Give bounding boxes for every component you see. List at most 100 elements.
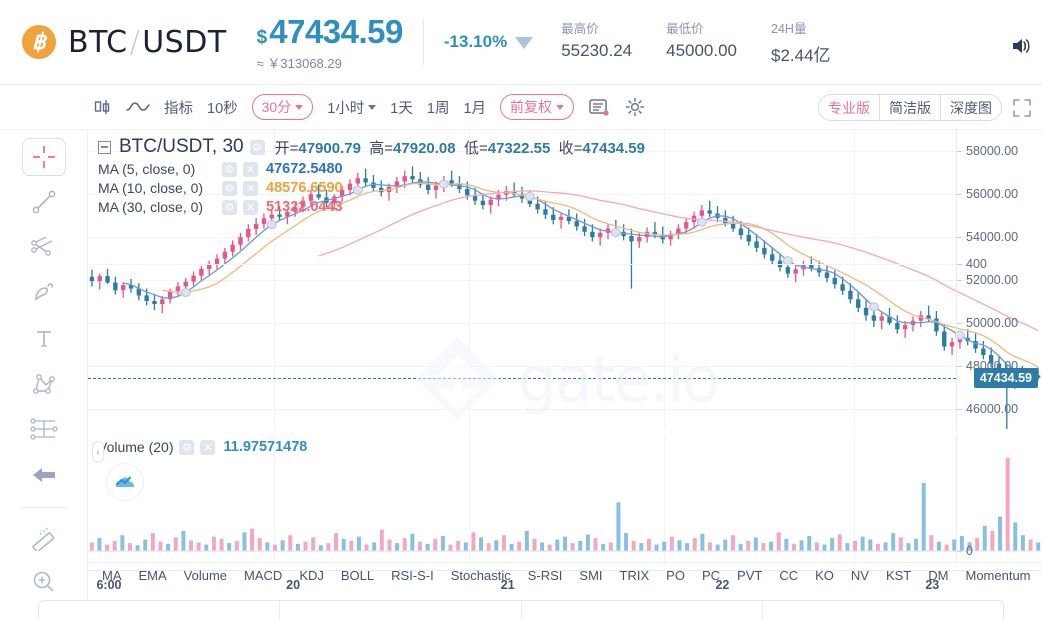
gear-icon[interactable]: ⚙ [222,161,237,177]
triangle-down-icon [515,37,534,49]
time-tick: 20 [286,578,301,592]
indicator-kdj[interactable]: KDJ [299,568,324,583]
speaker-icon[interactable] [1010,36,1032,56]
price-pane[interactable]: 58000.00 56000.00 54000.00 52000.00 50000.00… [88,130,1042,430]
gear-icon[interactable]: ⚙ [179,439,195,455]
gear-icon[interactable] [624,96,646,118]
ma-label: MA (5, close, 0) [98,161,196,177]
bottom-panel-cell [522,601,763,620]
indicator-dm[interactable]: DM [928,568,949,583]
zoom-in-tool[interactable] [22,564,66,601]
timeframe-1mo[interactable]: 1月 [463,100,487,117]
indicator-stochastic[interactable]: Stochastic [450,568,511,583]
indicator-pvt[interactable]: PVT [737,568,763,583]
close-icon[interactable]: ✕ [243,161,258,177]
indicator-ma[interactable]: MA [102,568,122,583]
gear-icon[interactable]: ⚙ [222,180,237,196]
chart-canvas-wrap[interactable]: gate.io 58000.00 56000.00 54000.00 52000.00… [88,130,1042,609]
stat-volume-24h: 24H量 $2.44亿 [771,18,831,66]
indicator-macd[interactable]: MACD [244,568,283,583]
arrow-tool[interactable] [22,456,66,493]
close-icon[interactable]: ✕ [200,439,216,455]
pattern-tool[interactable] [22,365,66,402]
stat-low: 最低价 45000.00 [666,18,737,66]
gear-icon[interactable]: ⚙ [222,199,237,215]
trend-line-tool[interactable] [22,184,66,221]
drawing-toolbar [0,130,88,609]
indicator-smi[interactable]: SMI [579,568,603,583]
pair-separator: / [129,24,141,60]
chevron-down-icon [556,104,565,110]
time-axis[interactable]: 6:00 20 21 22 23 [88,570,1042,598]
indicator-trix[interactable]: TRIX [619,568,650,583]
adjustment-dropdown[interactable]: 前复权 [500,94,575,120]
chart-toolbar: 指标 10秒 30分 1小时 1天 1周 1月 前复权 [0,85,1042,130]
price-tick: 50000.00 [956,315,1019,330]
current-price-line [88,377,956,379]
indicator-volume[interactable]: Volume [183,568,228,583]
collapse-icon[interactable] [98,140,111,154]
ticker-header: ฿ BTC/USDT $ 47434.59 ≈ ￥313068.29 -13.1… [0,0,1042,85]
indicator-boll[interactable]: BOLL [340,568,375,583]
collapse-icon[interactable]: ‹ [92,441,104,463]
view-switcher: 专业版 简洁版 深度图 [818,94,1002,121]
close-icon[interactable]: ✕ [243,199,258,215]
price-tick: 56000.00 [956,187,1019,202]
price-axis[interactable]: 58000.00 56000.00 54000.00 52000.00 50000.00… [956,130,1042,430]
indicator-momentum[interactable]: Momentum [965,568,1031,583]
toolbar-divider [19,507,68,509]
stat-value: $2.44亿 [771,46,831,65]
volume-pane[interactable]: 400 0 ‹ Volume (20) ⚙ ✕ 11.97571478 [88,257,1042,565]
view-simple[interactable]: 简洁版 [880,95,941,120]
ruler-tool[interactable] [22,518,66,555]
timeframe-1h[interactable]: 1小时 [327,97,377,118]
grid-line [88,322,956,324]
fullscreen-icon[interactable] [1012,98,1032,118]
indicator-strip: MA EMA Volume MACD KDJ BOLL RSI-S-I Stochastic S… [88,562,1042,588]
indicator-ema[interactable]: EMA [138,568,167,583]
indicator-po[interactable]: PO [666,568,685,583]
brush-tool[interactable] [22,274,66,311]
indicator-rsi-s-i[interactable]: RSI-S-I [391,568,434,583]
current-price-badge: 47434.59 [973,367,1038,388]
volume-value: 11.97571478 [223,439,308,455]
text-tool[interactable] [22,320,66,357]
fibonacci-tool[interactable] [22,229,66,266]
timeframe-30m[interactable]: 30分 [251,94,314,120]
timeframe-1w[interactable]: 1周 [426,100,450,117]
indicator-ko[interactable]: KO [815,568,834,583]
candlestick-icon[interactable] [92,97,112,117]
stat-value: 45000.00 [666,41,738,60]
legend-symbol: BTC/USDT, 30 [119,136,244,157]
last-price: 47434.59 [269,12,403,50]
low-label: 低= [463,139,488,157]
ma-label: MA (30, close, 0) [98,199,204,215]
price-tick: 54000.00 [956,230,1019,245]
line-chart-icon[interactable] [126,99,150,115]
view-depth[interactable]: 深度图 [950,99,992,116]
indicator-s-rsi[interactable]: S-RSI [527,568,563,583]
indicator-nv[interactable]: NV [850,568,869,583]
timeframe-10s[interactable]: 10秒 [207,100,238,117]
list-settings-icon[interactable] [588,97,610,117]
chevron-down-icon [368,104,377,110]
indicator-pc[interactable]: PC [701,568,721,583]
indicators-button[interactable]: 指标 [164,100,193,117]
view-pro[interactable]: 专业版 [819,95,880,120]
grid-line [469,435,471,565]
crosshair-tool[interactable] [21,138,66,176]
legend-ohlc: 开=47900.79 高=47920.08 低=47322.55 收=47434… [275,137,645,158]
timeframe-1d[interactable]: 1天 [390,100,413,117]
volume-tick: 400 [957,257,987,272]
indicator-cc[interactable]: CC [779,568,799,583]
gear-icon[interactable]: ⚙ [249,139,265,155]
volume-axis[interactable]: 400 0 [956,257,1042,565]
indicator-kst[interactable]: KST [885,568,912,583]
grid-line [88,264,956,266]
volume-chart-icon[interactable] [106,463,144,501]
position-tool[interactable] [22,411,66,448]
change-percent: -13.10% [443,32,508,51]
close-icon[interactable]: ✕ [243,180,258,196]
pair-quote: USDT [142,24,227,60]
grid-line [88,237,956,239]
